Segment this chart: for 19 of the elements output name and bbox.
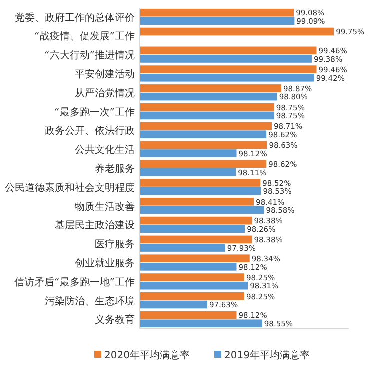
y-tick-label: 党委、政府工作的总体评价 xyxy=(15,12,135,24)
y-tick-label: 义务教育 xyxy=(95,314,135,326)
legend-label: 2020年平均满意率 xyxy=(104,350,190,362)
y-tick-label: “六大行动”推进情况 xyxy=(44,50,135,62)
y-tick-label: 公共文化生活 xyxy=(75,144,135,156)
y-tick-label: 医疗服务 xyxy=(95,238,135,251)
y-tick-label: 政务公开、依法行政 xyxy=(45,125,135,138)
legend-label: 2019年平均满意率 xyxy=(224,350,310,362)
y-tick-label: 基层民主政治建设 xyxy=(55,220,135,232)
y-tick-label: 平安创建活动 xyxy=(75,68,135,80)
y-tick-label: “最多跑一次”工作 xyxy=(54,106,135,118)
y-tick-label: 信访矛盾“最多跑一地”工作 xyxy=(14,276,135,288)
y-tick-label: 从严治党情况 xyxy=(75,87,135,100)
y-tick-label: 公民道德素质和社会文明程度 xyxy=(5,182,135,194)
y-tick-label: 物质生活改善 xyxy=(75,200,135,213)
y-tick-label: 创业就业服务 xyxy=(75,258,135,270)
y-tick-label: “战疫情、促发展”工作 xyxy=(34,30,135,43)
y-tick-label: 污染防治、生态环境 xyxy=(45,295,135,308)
y-tick-label: 养老服务 xyxy=(95,163,135,175)
